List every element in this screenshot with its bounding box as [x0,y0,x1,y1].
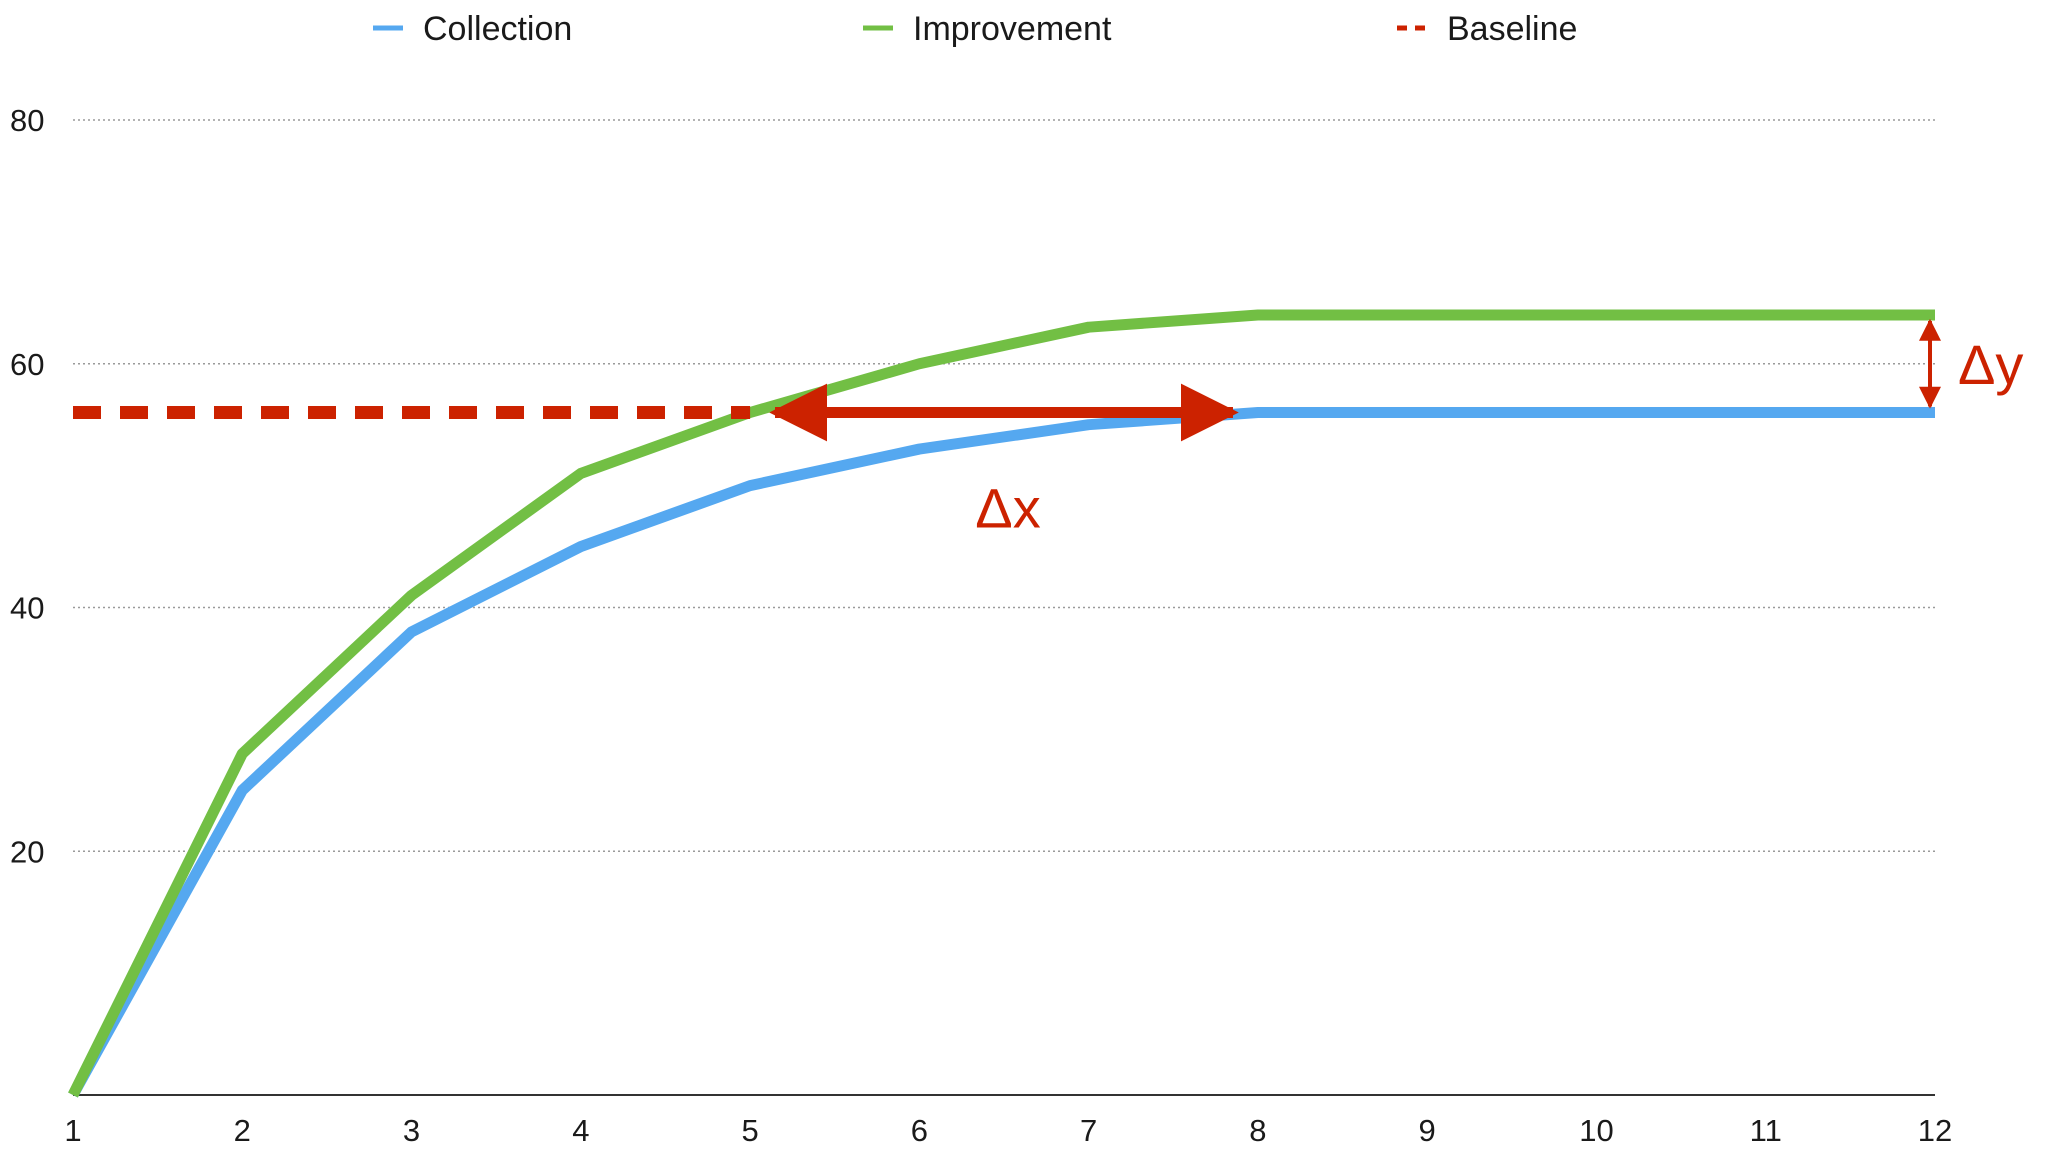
x-tick-label: 10 [1579,1113,1613,1148]
legend-label-collection: Collection [423,10,572,48]
y-tick-label: 20 [10,834,44,869]
x-tick-label: 3 [403,1113,420,1148]
annotations: Δx Δy [769,318,2023,540]
x-tick-label: 8 [1249,1113,1266,1148]
x-tick-label: 11 [1750,1113,1782,1148]
y-tick-label: 40 [10,591,44,626]
legend-label-improvement: Improvement [913,10,1112,48]
legend-label-baseline: Baseline [1447,10,1577,48]
legend: Collection Improvement Baseline [373,10,1577,48]
series-lines [68,309,1935,1098]
x-tick-label: 2 [234,1113,251,1148]
series-line-improvement [68,309,1935,1098]
x-tick-label: 12 [1918,1113,1952,1148]
delta-y-label: Δy [1958,333,2023,396]
x-tick-label: 1 [64,1113,81,1148]
x-tick-label: 4 [572,1113,589,1148]
x-tick-label: 9 [1419,1113,1436,1148]
grid-lines [73,119,1935,852]
delta-x-label: Δx [975,477,1040,540]
x-tick-label: 5 [741,1113,758,1148]
x-tick-label: 7 [1080,1113,1097,1148]
y-tick-label: 60 [10,347,44,382]
y-tick-label: 80 [10,103,44,138]
x-tick-label: 6 [911,1113,928,1148]
